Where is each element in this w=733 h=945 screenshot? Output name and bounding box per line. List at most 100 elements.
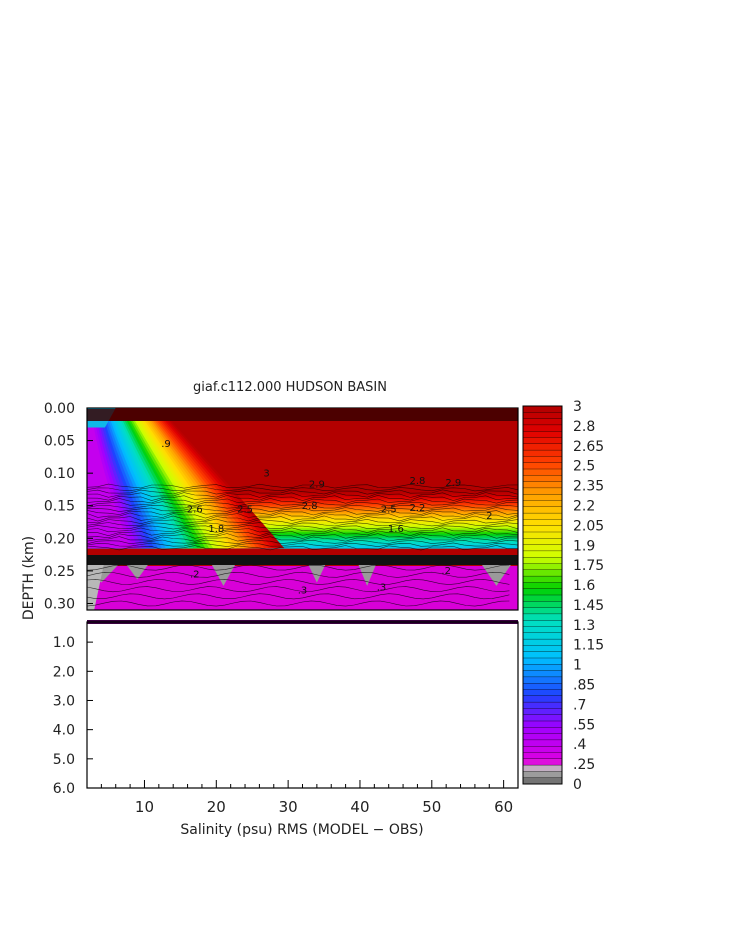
colorbar-swatch <box>522 456 563 464</box>
colorbar-swatch <box>522 481 563 489</box>
contour-line <box>87 512 518 519</box>
gradient-band <box>87 528 518 531</box>
colorbar-frame <box>522 405 563 785</box>
contour-line <box>87 542 518 548</box>
contour-line <box>87 483 518 489</box>
gradient-band <box>87 520 518 523</box>
chart-title: giaf.c112.000 HUDSON BASIN <box>193 380 387 395</box>
x-tick-label: 20 <box>207 798 226 816</box>
x-ticks: 10 20 30 40 50 60 <box>86 780 519 816</box>
colorbar-swatch <box>522 701 563 709</box>
contour-lines <box>87 483 518 607</box>
contour-line-deep <box>87 571 510 578</box>
colorbar-swatch <box>522 557 563 564</box>
contour-line <box>87 487 518 492</box>
upper-panel-frame <box>86 407 519 611</box>
y-tick-label: 0.20 <box>44 531 75 547</box>
colorbar-swatch <box>522 494 563 501</box>
contour-label: 1.6 <box>388 524 404 535</box>
colorbar-swatch <box>522 626 563 634</box>
colorbar-swatch <box>522 620 563 627</box>
contour-line <box>87 509 518 516</box>
gray-left-wedge <box>87 559 105 610</box>
colorbar-swatch <box>522 613 563 621</box>
colorbar-swatch <box>522 487 563 495</box>
contour-line <box>87 494 518 501</box>
colorbar-swatch <box>522 431 563 438</box>
colorbar-swatch <box>522 550 563 558</box>
colorbar-swatch <box>522 689 563 697</box>
colorbar-swatch <box>522 708 563 716</box>
contour-line-deep <box>87 593 510 600</box>
contour-line <box>87 539 518 545</box>
colorbar-swatch <box>522 714 563 722</box>
colorbar-swatch <box>522 443 563 451</box>
colorbar-label: 2.65 <box>573 439 604 455</box>
colorbar-swatch <box>522 569 563 577</box>
colorbar-label: 1.45 <box>573 598 604 614</box>
y-tick-label: 0.10 <box>44 466 75 482</box>
contour-line <box>87 536 518 542</box>
colorbar-swatch <box>522 594 563 602</box>
contour-line-deep <box>87 564 510 571</box>
colorbar-swatch <box>522 695 563 703</box>
colorbar-swatch <box>522 638 563 646</box>
contour-label: 3 <box>263 468 269 479</box>
contour-line <box>87 489 518 495</box>
colorbar-swatch <box>522 733 563 741</box>
colorbar-swatch <box>522 651 563 659</box>
thermocline-dark-band <box>87 555 518 565</box>
y-tick-label: 6.0 <box>53 781 75 797</box>
gradient-band <box>87 546 518 549</box>
contour-label-group: 3 2.9 2.8 2.9 2.6 2.5 2.8 2.5 2.2 2 1.8 1.6 .9 .2 .3 .2… <box>161 439 492 597</box>
colorbar-swatch <box>522 462 563 470</box>
contour-label: 2.8 <box>409 476 425 487</box>
contour-line <box>87 498 518 504</box>
deep-low-rms-band <box>87 566 518 610</box>
surface-dark-band <box>87 409 518 421</box>
colorbar-label: .4 <box>573 737 586 753</box>
colorbar-swatch <box>522 632 563 640</box>
colorbar-swatch <box>522 601 563 609</box>
y-tick-label: 5.0 <box>53 752 75 768</box>
contour-label: 2.2 <box>409 503 425 514</box>
colorbar: 3 2.8 2.65 2.5 2.35 2.2 2.05 1.9 1.75 1.6 1.45 1.3 1… <box>522 399 604 793</box>
contour-line <box>87 524 518 530</box>
colorbar-label: 1.3 <box>573 618 595 634</box>
colorbar-swatch <box>522 575 563 583</box>
colorbar-label: 1.6 <box>573 578 595 594</box>
y-tick-label: 0.00 <box>44 401 75 417</box>
x-tick-label: 30 <box>279 798 298 816</box>
gray-blob <box>356 559 378 586</box>
gradient-band <box>87 512 518 515</box>
colorbar-swatch <box>522 645 563 653</box>
colorbar-swatch <box>522 538 563 546</box>
gradient-band <box>87 522 518 525</box>
contour-label: 2.5 <box>237 504 253 515</box>
gradient-band <box>87 538 518 541</box>
gradient-band <box>87 498 518 502</box>
colorbar-swatch <box>522 582 563 590</box>
x-tick-label: 60 <box>494 798 513 816</box>
colorbar-swatch <box>522 519 563 527</box>
colorbar-swatch <box>522 758 563 766</box>
contour-line <box>87 504 518 509</box>
gray-blob <box>478 559 515 586</box>
contour-line <box>87 492 518 498</box>
colorbar-label: .55 <box>573 717 595 733</box>
contour-label: .3 <box>298 586 308 597</box>
gradient-band <box>87 526 518 529</box>
contour-label: .9 <box>161 439 171 450</box>
colorbar-swatch <box>522 449 563 457</box>
contour-line <box>87 522 518 527</box>
contour-line <box>87 507 518 513</box>
gradient-band <box>87 496 518 500</box>
y-tick-label: 4.0 <box>53 723 75 739</box>
y-tick-label: 3.0 <box>53 693 75 709</box>
y-tick-label: 1.0 <box>53 635 75 651</box>
contour-line <box>87 530 518 537</box>
lower-panel-background <box>87 622 518 788</box>
y-ticks-upper: 0.00 0.05 0.10 0.15 0.20 0.25 0.30 <box>44 401 93 612</box>
colorbar-swatch <box>522 544 563 552</box>
x-tick-label: 50 <box>422 798 441 816</box>
